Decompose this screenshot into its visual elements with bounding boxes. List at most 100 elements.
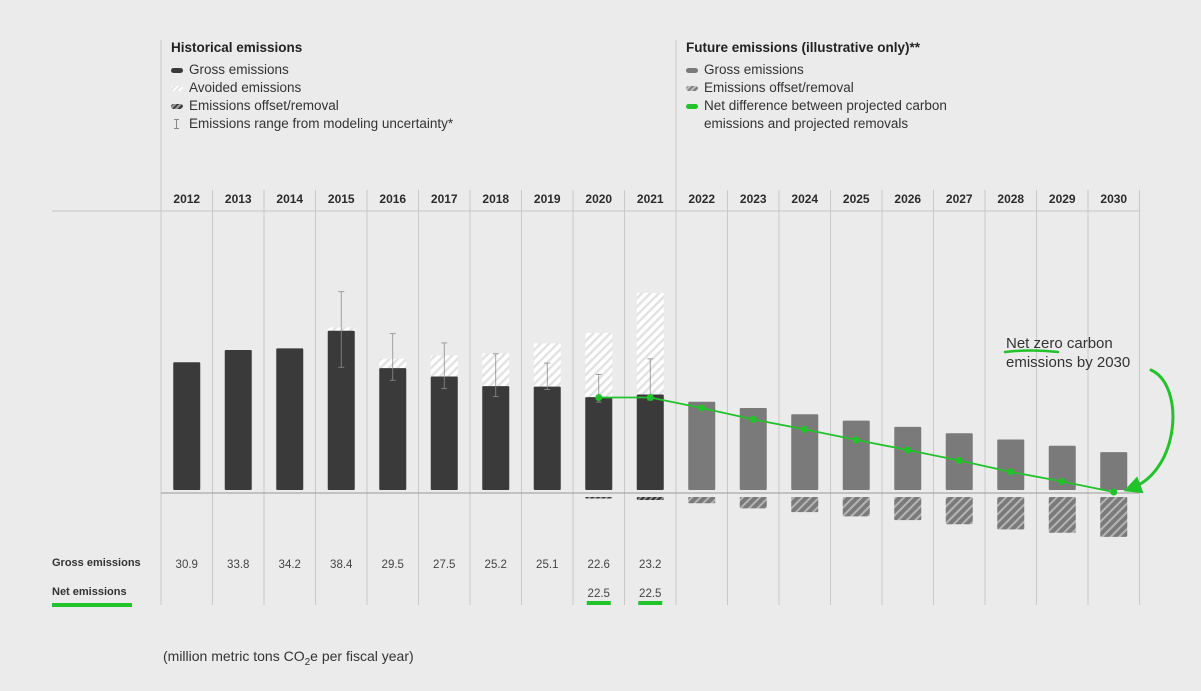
year-label: 2018 (482, 192, 509, 206)
gross-bar (173, 362, 201, 490)
unit-note-sub: 2 (304, 656, 311, 668)
gross-emissions-row-label: Gross emissions (52, 557, 141, 569)
year-label: 2019 (534, 192, 561, 206)
legend-label: Emissions range from modeling uncertaint… (189, 116, 454, 131)
gross-value-label: 33.8 (227, 559, 249, 571)
legend-label: Net difference between projected carbon … (704, 98, 947, 131)
year-label: 2020 (585, 192, 612, 206)
year-label: 2015 (328, 192, 355, 206)
year-label: 2023 (740, 192, 767, 206)
offset-bar (1100, 497, 1128, 537)
offset-bar (688, 497, 716, 504)
legend-item-avoided: Avoided emissions (171, 79, 453, 97)
year-label: 2025 (843, 192, 870, 206)
offset-bar (894, 497, 922, 521)
net-emissions-point (852, 436, 860, 444)
legend-future-title: Future emissions (illustrative only)** (686, 40, 921, 55)
range-icon (171, 118, 183, 130)
net-line-swatch (686, 104, 698, 109)
unit-note-prefix: (million metric tons CO (163, 648, 305, 664)
offset-bar (945, 497, 973, 525)
offset-swatch (686, 86, 698, 91)
net-emissions-row-label: Net emissions (52, 586, 127, 598)
net-emissions-point (1058, 478, 1066, 485)
annotation-arrow (1123, 368, 1175, 494)
net-emissions-point (801, 425, 809, 433)
legend-future: Future emissions (illustrative only)** G… (686, 40, 966, 133)
year-label: 2026 (894, 192, 921, 206)
net-emissions-point (904, 446, 912, 454)
offset-swatch (171, 104, 183, 109)
gross-bar (276, 348, 304, 490)
year-label: 2028 (997, 192, 1024, 206)
gross-bar (1100, 452, 1128, 490)
net-value-underline (638, 601, 663, 605)
offset-bar (739, 497, 767, 509)
offset-bar (997, 497, 1025, 530)
gross-bar (482, 386, 510, 490)
gross-bar (533, 386, 561, 490)
net-emissions-point (698, 404, 706, 412)
year-label: 2016 (379, 192, 406, 206)
legend-item-future-gross: Gross emissions (686, 61, 966, 79)
net-emissions-point (1007, 468, 1015, 476)
gross-value-label: 27.5 (433, 559, 455, 571)
avoided-emissions-swatch (171, 86, 183, 91)
year-label: 2030 (1100, 192, 1127, 206)
legend-item-offset: Emissions offset/removal (171, 97, 453, 115)
net-value-label: 22.5 (639, 588, 661, 600)
gross-bar (842, 420, 870, 490)
legend-label: Gross emissions (189, 62, 289, 77)
net-zero-annotation: Net zero carbon emissions by 2030 (1006, 335, 1131, 371)
net-emissions-point (646, 394, 654, 401)
year-label: 2027 (946, 192, 973, 206)
legend-label: Emissions offset/removal (189, 98, 339, 113)
gross-bar (636, 394, 664, 490)
legend-label: Gross emissions (704, 62, 804, 77)
gross-value-label: 30.9 (176, 559, 198, 571)
unit-note-suffix: e per fiscal year) (310, 648, 414, 664)
net-emissions-point (1110, 488, 1118, 496)
legend-label: Emissions offset/removal (704, 80, 854, 95)
year-label: 2012 (173, 192, 200, 206)
legend-item-gross: Gross emissions (171, 61, 453, 79)
offset-bar (585, 497, 613, 499)
gross-bar (224, 350, 252, 490)
year-label: 2013 (225, 192, 252, 206)
gross-value-label: 29.5 (382, 559, 404, 571)
gross-bar (997, 439, 1025, 490)
net-emissions-point (749, 415, 757, 423)
gross-bar (327, 330, 355, 490)
gross-value-label: 34.2 (279, 559, 301, 571)
gross-bar (688, 401, 716, 490)
net-value-underline (586, 601, 611, 605)
gross-bar (739, 408, 767, 490)
gross-value-label: 22.6 (588, 559, 610, 571)
gross-bar (1048, 445, 1076, 490)
gross-value-label: 23.2 (639, 559, 661, 571)
gross-bar (585, 397, 613, 490)
gross-emissions-swatch (171, 68, 183, 73)
gross-value-label: 25.1 (536, 559, 558, 571)
legend-item-range: Emissions range from modeling uncertaint… (171, 115, 453, 133)
year-label: 2022 (688, 192, 715, 206)
net-emissions-point (955, 457, 963, 464)
net-emissions-underline (52, 603, 132, 607)
year-label: 2024 (791, 192, 818, 206)
gross-emissions-swatch (686, 68, 698, 73)
gross-bar (430, 376, 458, 490)
gross-value-label: 38.4 (330, 559, 353, 571)
year-label: 2021 (637, 192, 664, 206)
legend-historical: Historical emissions Gross emissions Avo… (171, 40, 453, 133)
gross-bar (894, 426, 922, 490)
legend-item-net-line: Net difference between projected carbon … (686, 97, 966, 133)
annotation-underline (1003, 349, 1060, 354)
year-label: 2014 (276, 192, 303, 206)
gross-bar (379, 368, 407, 490)
gross-value-label: 25.2 (485, 559, 507, 571)
legend-item-future-offset: Emissions offset/removal (686, 79, 966, 97)
offset-bar (1048, 497, 1076, 533)
net-value-label: 22.5 (588, 588, 610, 600)
year-label: 2029 (1049, 192, 1076, 206)
